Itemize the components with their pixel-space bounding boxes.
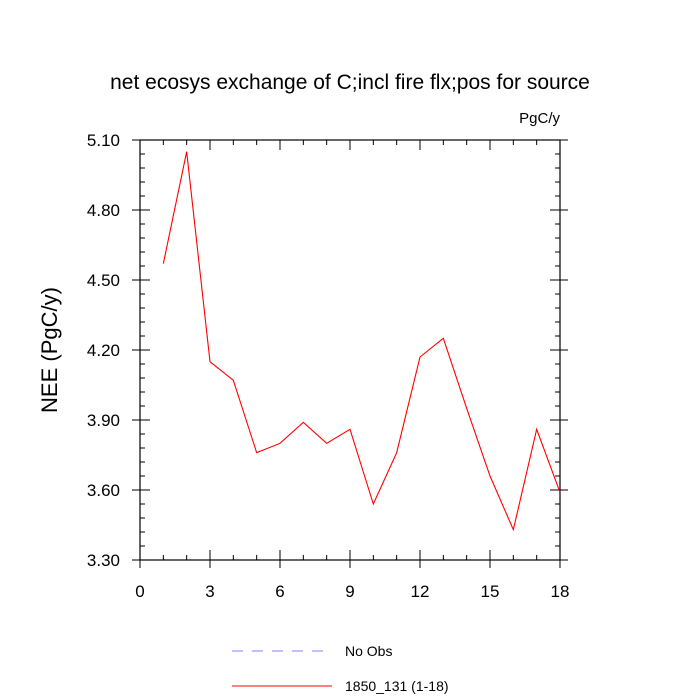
y-tick-label: 3.90 <box>87 411 120 430</box>
legend-label-no-obs: No Obs <box>345 643 392 659</box>
y-tick-label: 3.60 <box>87 481 120 500</box>
tick-labels: 0 3 6 9 12 15 18 3.30 3.60 3.90 4.20 4.50 4.80 5.10 <box>87 131 570 601</box>
chart-title: net ecosys exchange of C;incl fire flx;p… <box>110 71 590 94</box>
y-tick-label: 4.20 <box>87 341 120 360</box>
y-axis-label: NEE (PgC/y) <box>37 287 62 413</box>
x-tick-label: 3 <box>205 582 214 601</box>
y-tick-label: 4.80 <box>87 201 120 220</box>
y-tick-label: 3.30 <box>87 551 120 570</box>
series-layer <box>162 151 561 532</box>
x-tick-label: 15 <box>481 582 500 601</box>
plot-frame <box>139 139 561 561</box>
x-tick-label: 6 <box>275 582 284 601</box>
x-tick-label: 12 <box>411 582 430 601</box>
x-tick-label: 0 <box>135 582 144 601</box>
legend-label-run: 1850_131 (1-18) <box>345 678 449 694</box>
y-tick-label: 4.50 <box>87 271 120 290</box>
legend: No Obs 1850_131 (1-18) <box>232 643 449 694</box>
y-tick-label: 5.10 <box>87 131 120 150</box>
x-tick-label: 18 <box>551 582 570 601</box>
series-line <box>162 151 561 532</box>
x-tick-label: 9 <box>345 582 354 601</box>
units-label: PgC/y <box>519 110 560 127</box>
